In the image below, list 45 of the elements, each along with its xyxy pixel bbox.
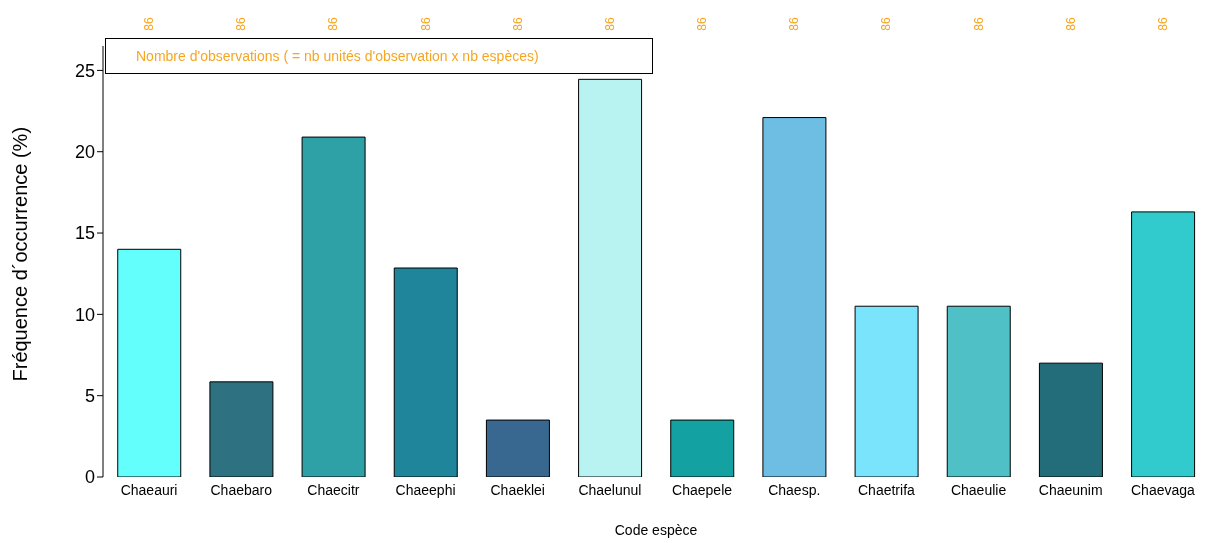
x-tick-label: Chaeauri — [120, 481, 178, 498]
bar — [762, 117, 827, 477]
x-tick-label: Chaevaga — [1131, 481, 1196, 498]
text: 86 — [326, 17, 341, 31]
bar — [117, 248, 182, 477]
bar — [578, 78, 643, 477]
y-tick-label: 5 — [84, 386, 95, 407]
bar — [393, 267, 458, 477]
bar — [670, 419, 735, 477]
text: 86 — [142, 17, 157, 31]
text: 86 — [510, 17, 525, 31]
x-tick-label: Chaeunim — [1038, 481, 1103, 498]
text: 86 — [1155, 17, 1170, 31]
y-axis-title: Fréquence d´occurrence (%) — [9, 126, 32, 382]
bar — [485, 419, 550, 477]
text: 86 — [234, 17, 249, 31]
x-tick-label: Chaesp. — [768, 481, 821, 498]
note-box: Nombre d'observations ( = nb unités d'observation x nb espèces) — [105, 38, 653, 74]
text: 86 — [418, 17, 433, 31]
x-axis-title: Code espèce — [614, 522, 698, 538]
text: 86 — [695, 17, 710, 31]
x-tick-label: Chaeulie — [950, 481, 1007, 498]
bar — [209, 381, 274, 477]
bar — [1038, 362, 1103, 477]
x-tick-label: Chaecitr — [307, 481, 360, 498]
x-tick-label: Chaepele — [672, 481, 733, 498]
bar — [1131, 211, 1196, 477]
text: 86 — [1063, 17, 1078, 31]
bar — [946, 305, 1011, 477]
y-tick-label: 10 — [74, 304, 95, 325]
y-tick-label: 0 — [84, 467, 95, 488]
x-tick-label: Chaeklei — [490, 481, 545, 498]
text: 86 — [879, 17, 894, 31]
x-tick-label: Chaebaro — [210, 481, 273, 498]
y-tick-label: 15 — [74, 223, 95, 244]
x-tick-label: Chaetrifa — [858, 481, 916, 498]
y-tick-label: 20 — [74, 142, 95, 163]
bar — [301, 136, 366, 477]
text: 86 — [787, 17, 802, 31]
x-tick-label: Chaelunul — [578, 481, 642, 498]
y-tick-label: 25 — [74, 60, 95, 81]
bar — [854, 305, 919, 477]
text: 86 — [971, 17, 986, 31]
text: 86 — [602, 17, 617, 31]
x-tick-label: Chaeephi — [395, 481, 456, 498]
